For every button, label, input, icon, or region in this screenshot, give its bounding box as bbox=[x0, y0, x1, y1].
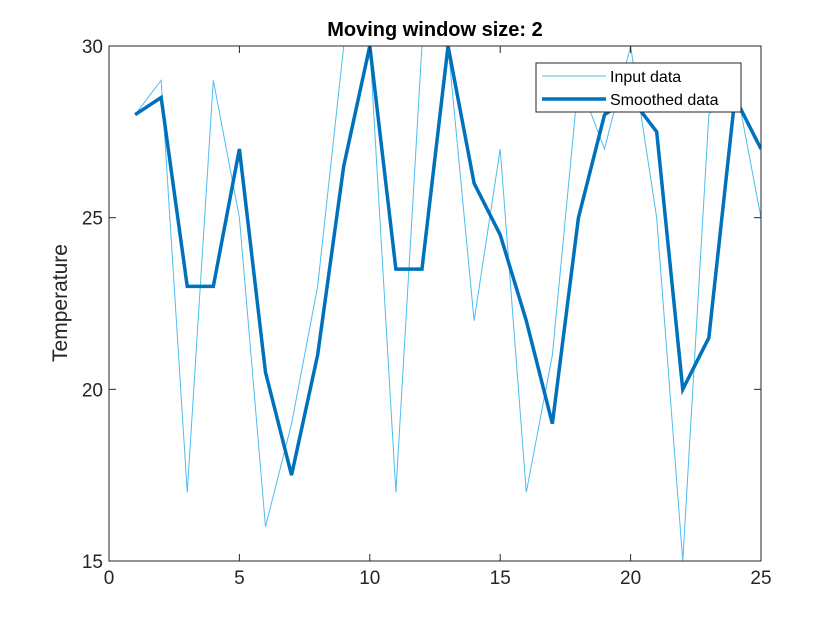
x-tick-label: 5 bbox=[234, 568, 245, 589]
x-tick-label: 10 bbox=[359, 568, 380, 589]
series-layer bbox=[134, 46, 761, 561]
x-tick-label: 0 bbox=[104, 568, 115, 589]
series-line-smoothed-data bbox=[134, 46, 761, 476]
y-tick-label: 20 bbox=[82, 380, 103, 401]
axis-ticks: 0 5 10 15 20 25 15 20 25 30 bbox=[82, 37, 772, 589]
legend-label-smoothed-data: Smoothed data bbox=[610, 92, 719, 109]
legend: Input data Smoothed data bbox=[535, 62, 742, 113]
y-tick-label: 15 bbox=[82, 552, 103, 573]
legend-box bbox=[535, 62, 742, 113]
x-tick-label: 15 bbox=[490, 568, 511, 589]
y-tick-label: 30 bbox=[82, 37, 103, 58]
x-tick-label: 25 bbox=[750, 568, 771, 589]
chart-title: Moving window size: 2 bbox=[327, 19, 543, 41]
legend-label-input-data: Input data bbox=[610, 69, 681, 86]
series-line-input-data bbox=[134, 46, 761, 561]
y-axis-label: Temperature bbox=[49, 244, 72, 362]
y-tick-label: 25 bbox=[82, 209, 103, 230]
plot-area-frame bbox=[108, 45, 762, 562]
x-tick-label: 20 bbox=[620, 568, 641, 589]
